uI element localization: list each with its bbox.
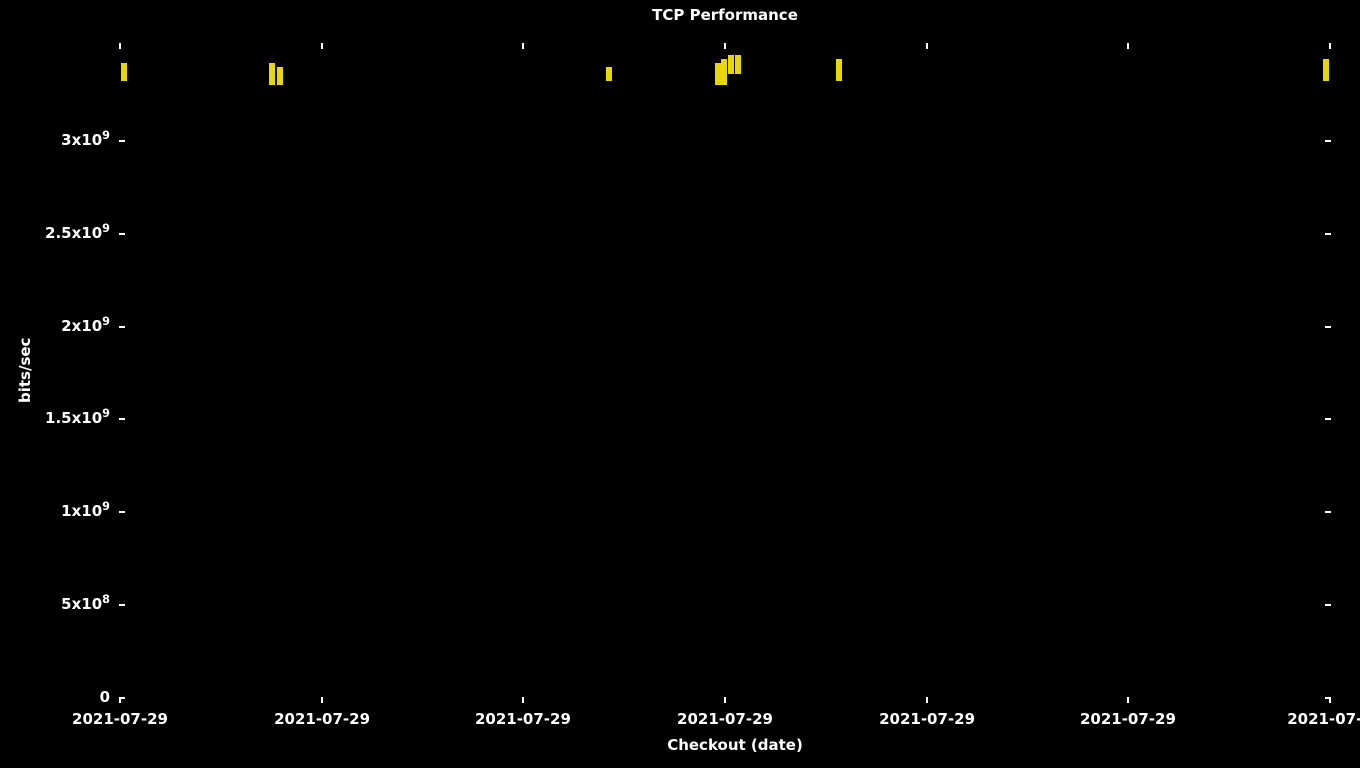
y-tick-label: 1.5x109 (45, 409, 110, 427)
y-tick (119, 604, 125, 606)
y-tick (119, 511, 125, 513)
data-marker (836, 59, 842, 81)
y-tick (1325, 233, 1331, 235)
x-tick-label: 2021-07-29 (274, 710, 370, 728)
x-axis-label: Checkout (date) (655, 736, 815, 754)
y-tick (1325, 604, 1331, 606)
x-tick-label: 2021-07-29 (879, 710, 975, 728)
y-tick (119, 418, 125, 420)
y-tick (1325, 511, 1331, 513)
y-tick (1325, 326, 1331, 328)
data-marker (721, 59, 727, 85)
y-tick (1325, 140, 1331, 142)
chart-title: TCP Performance (645, 6, 805, 24)
data-marker (277, 67, 283, 86)
data-marker (269, 63, 275, 85)
y-tick (119, 326, 125, 328)
x-tick (1127, 697, 1129, 703)
y-tick (119, 140, 125, 142)
data-marker (728, 55, 734, 74)
x-tick (1329, 697, 1331, 703)
x-tick (119, 43, 121, 49)
x-tick (1127, 43, 1129, 49)
x-tick-label: 2021-07-29 (1080, 710, 1176, 728)
y-axis-label: bits/sec (16, 338, 34, 403)
x-tick (926, 697, 928, 703)
x-tick (724, 43, 726, 49)
x-tick (522, 697, 524, 703)
x-tick (321, 43, 323, 49)
x-tick (119, 697, 121, 703)
data-marker (606, 67, 612, 82)
x-tick-label: 2021-07-29 (72, 710, 168, 728)
data-marker (1323, 59, 1329, 81)
y-tick (119, 233, 125, 235)
y-tick-label: 5x108 (61, 595, 110, 613)
data-marker (121, 63, 127, 82)
x-tick (321, 697, 323, 703)
x-tick (724, 697, 726, 703)
x-tick (1329, 43, 1331, 49)
x-tick-label: 2021-07-29 (475, 710, 571, 728)
y-tick-label: 0 (100, 688, 110, 706)
x-tick (926, 43, 928, 49)
y-tick-label: 2x109 (61, 317, 110, 335)
x-tick-label: 2021-07-3 (1287, 710, 1360, 728)
y-tick-label: 1x109 (61, 502, 110, 520)
data-marker (735, 55, 741, 74)
tcp-performance-chart: TCP Performance bits/sec Checkout (date)… (0, 0, 1360, 768)
y-tick-label: 2.5x109 (45, 224, 110, 242)
x-tick (522, 43, 524, 49)
y-tick-label: 3x109 (61, 131, 110, 149)
x-tick-label: 2021-07-29 (677, 710, 773, 728)
y-tick (1325, 418, 1331, 420)
